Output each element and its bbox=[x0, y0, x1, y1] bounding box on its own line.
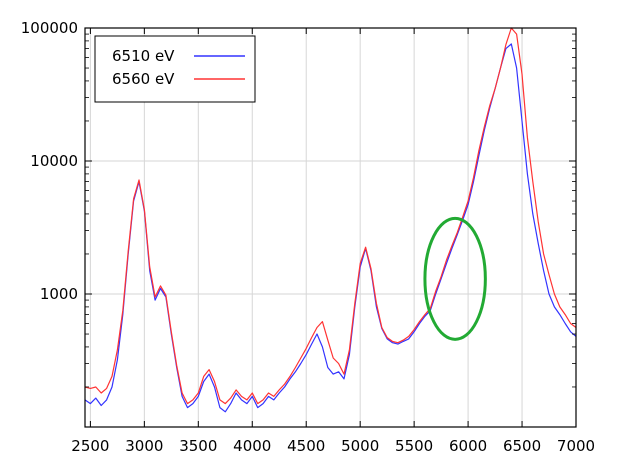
y-tick-label: 10000 bbox=[30, 152, 78, 170]
x-tick-label: 5000 bbox=[341, 437, 379, 455]
legend-label-6560: 6560 eV bbox=[112, 70, 175, 88]
x-tick-label: 6000 bbox=[449, 437, 487, 455]
x-tick-label: 4500 bbox=[287, 437, 325, 455]
legend: 6510 eV 6560 eV bbox=[94, 35, 256, 103]
x-tick-label: 2500 bbox=[71, 437, 109, 455]
series-layer bbox=[84, 27, 577, 413]
series-line-6560-ev bbox=[84, 27, 577, 405]
y-tick-label: 1000 bbox=[40, 285, 78, 303]
legend-box bbox=[94, 35, 256, 103]
plot-area-frame bbox=[84, 27, 577, 428]
axis-ticks: 2500 3000 3500 4000 4500 5000 5500 6000 6500 7000… bbox=[21, 19, 595, 455]
x-tick-label: 3500 bbox=[179, 437, 217, 455]
legend-label-6510: 6510 eV bbox=[112, 47, 175, 65]
x-tick-label: 5500 bbox=[395, 437, 433, 455]
x-tick-label: 7000 bbox=[557, 437, 595, 455]
x-tick-label: 6500 bbox=[503, 437, 541, 455]
annotation-layer bbox=[423, 216, 487, 341]
x-tick-label: 4000 bbox=[233, 437, 271, 455]
x-tick-label: 3000 bbox=[125, 437, 163, 455]
annotation-ellipse bbox=[423, 216, 487, 341]
y-tick-label: 100000 bbox=[21, 19, 78, 37]
